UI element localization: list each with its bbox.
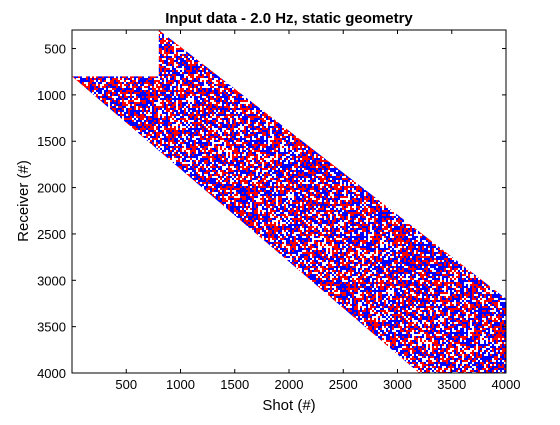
- x-tick-label: 3500: [437, 377, 466, 392]
- x-tick-label: 1000: [166, 377, 195, 392]
- y-tick-label: 2000: [37, 181, 66, 196]
- y-tick-label: 1000: [37, 88, 66, 103]
- x-tick-label: 2000: [275, 377, 304, 392]
- x-tick-label: 1500: [220, 377, 249, 392]
- y-tick-label: 3500: [37, 320, 66, 335]
- x-axis-ticks: 500 1000 1500 2000 2500 3000 3500 4000: [115, 30, 520, 392]
- x-tick-label: 500: [115, 377, 137, 392]
- y-tick-label: 1500: [37, 134, 66, 149]
- y-axis-label: Receiver (#): [15, 160, 32, 242]
- y-tick-label: 3000: [37, 273, 66, 288]
- y-tick-label: 2500: [37, 227, 66, 242]
- x-tick-label: 4000: [492, 377, 521, 392]
- y-tick-label: 500: [44, 42, 66, 57]
- x-tick-label: 2500: [329, 377, 358, 392]
- x-tick-label: 3000: [383, 377, 412, 392]
- chart-title: Input data - 2.0 Hz, static geometry: [165, 10, 413, 27]
- y-tick-label: 4000: [37, 366, 66, 381]
- x-axis-label: Shot (#): [262, 397, 315, 414]
- y-axis-ticks: 500 1000 1500 2000 2500 3000 3500 4000: [37, 42, 506, 381]
